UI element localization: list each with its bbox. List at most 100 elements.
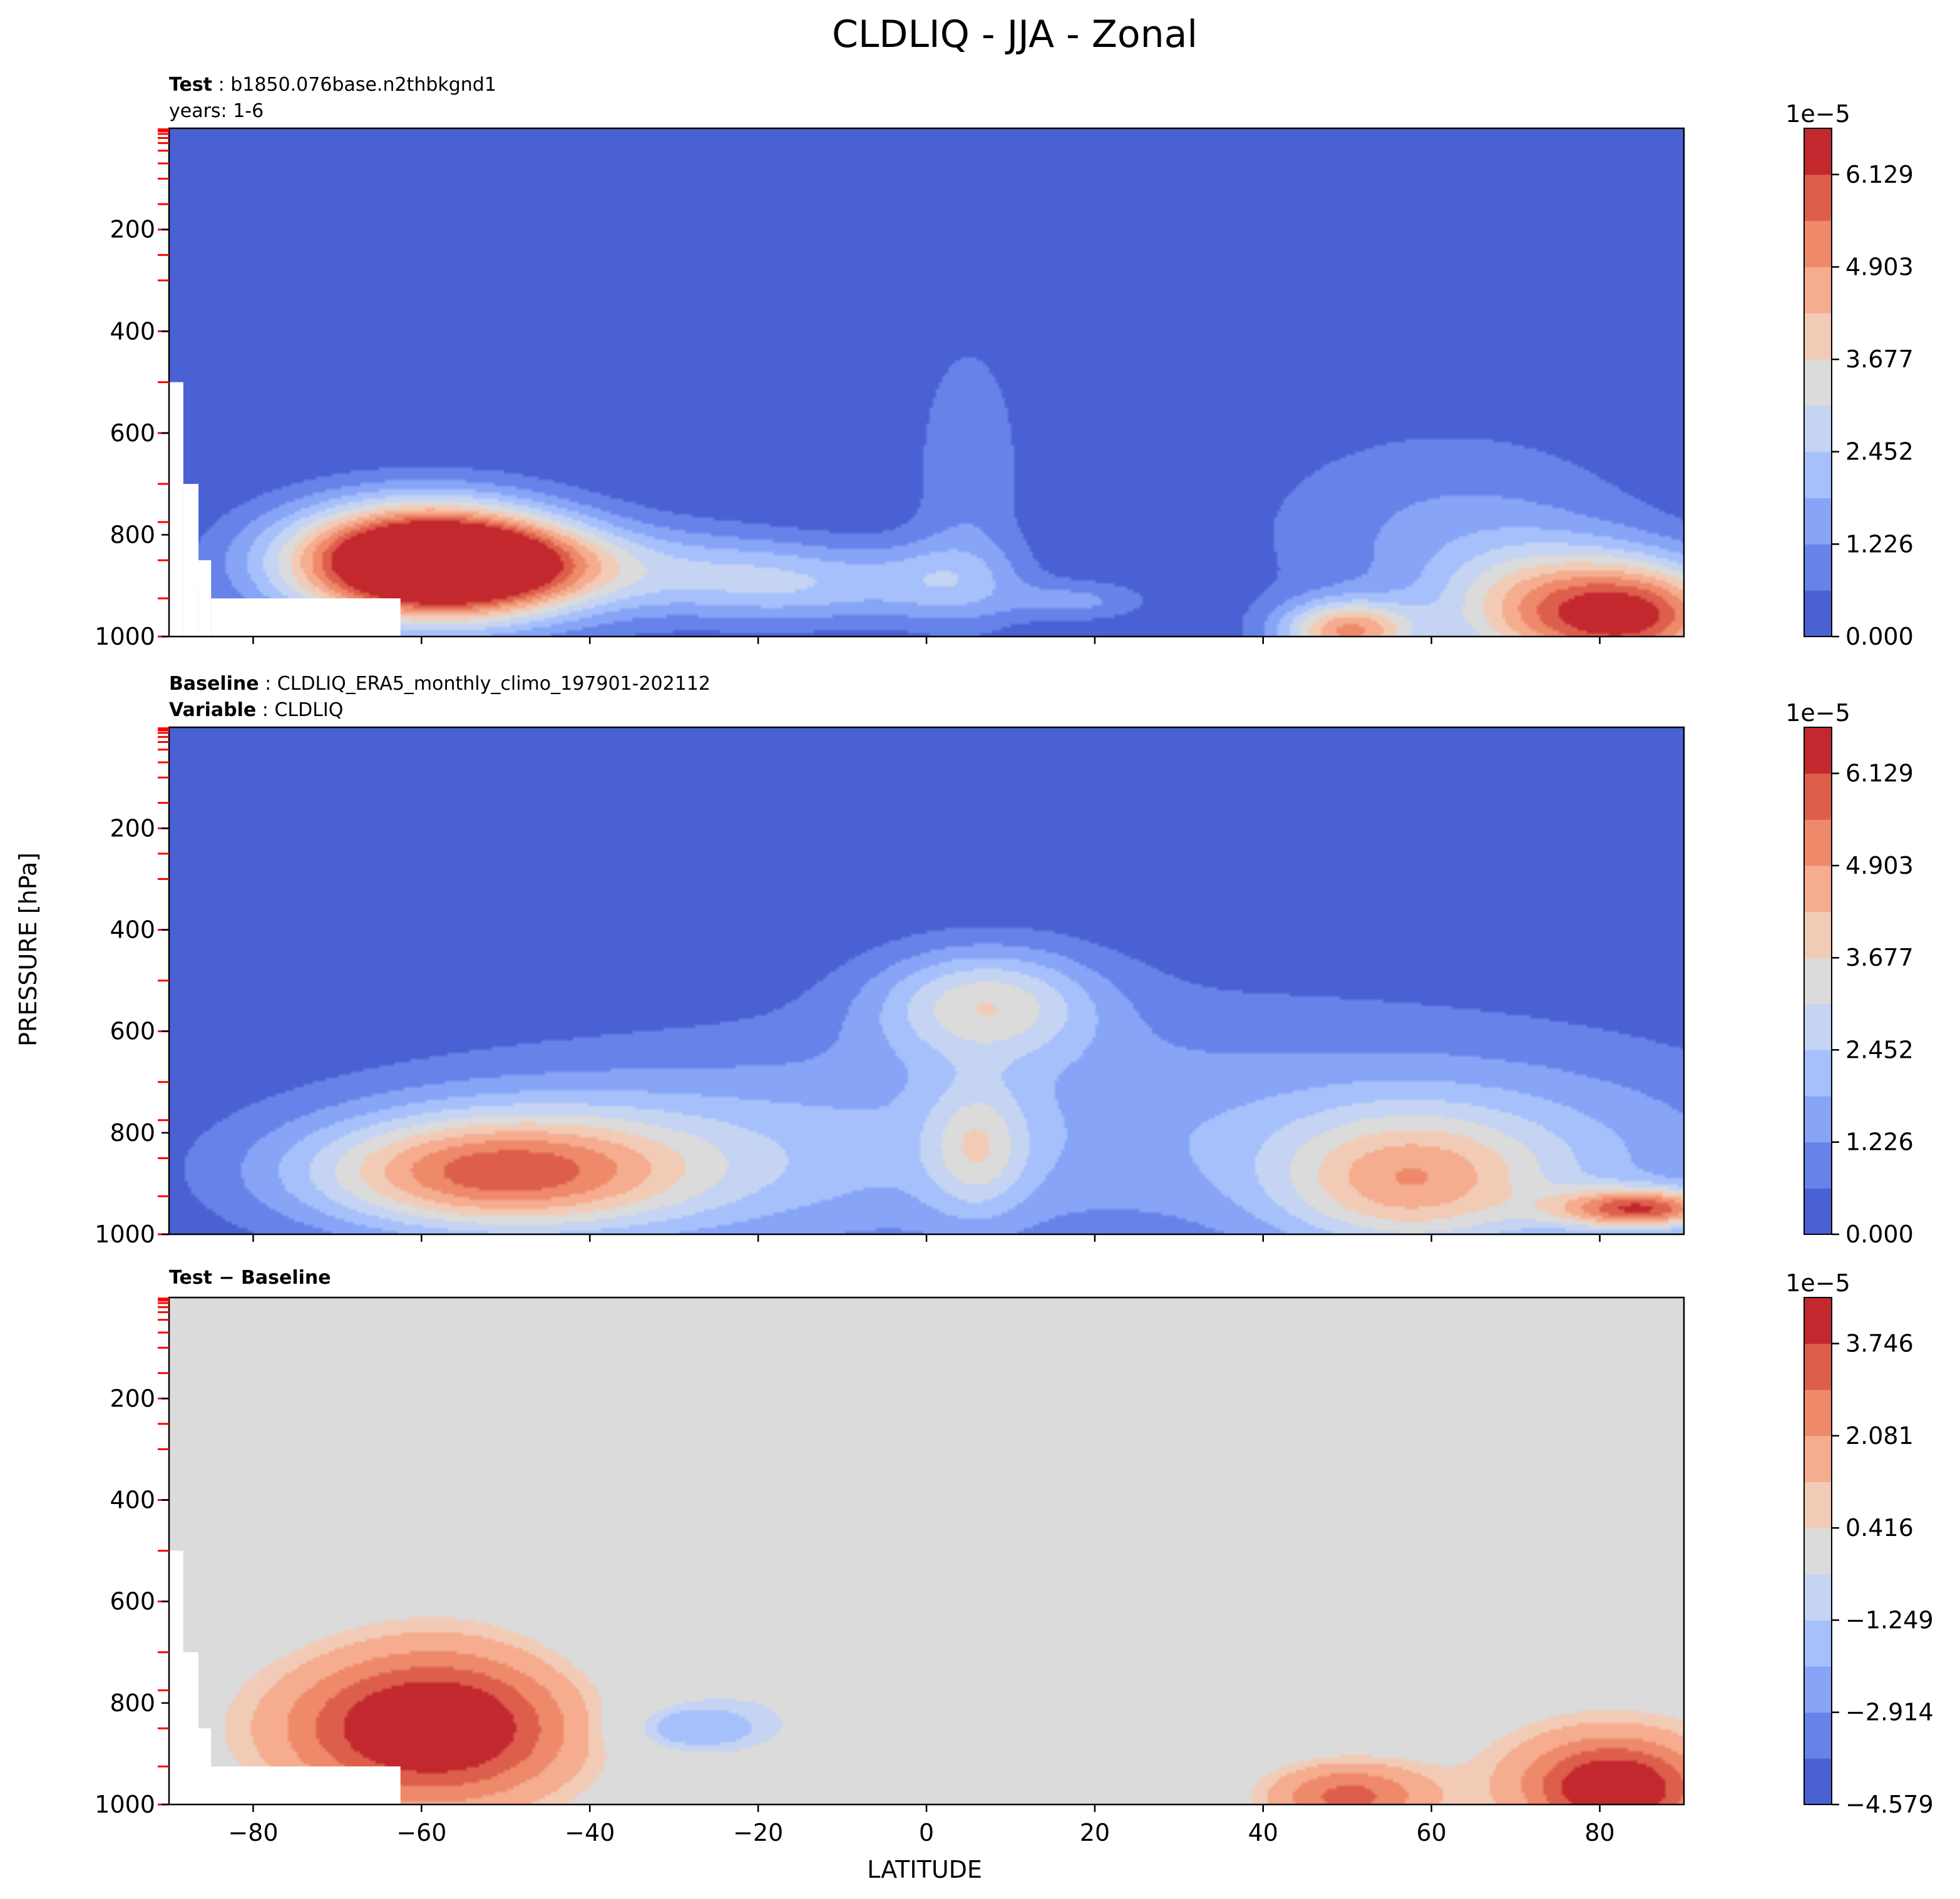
panel-header: Test − Baseline <box>169 1267 331 1289</box>
x-tick-label: 80 <box>1584 1819 1614 1846</box>
colorbar-segment <box>1804 958 1832 1005</box>
colorbar-tick-label: 3.746 <box>1845 1330 1914 1358</box>
colorbar-tick-label: 2.452 <box>1845 438 1914 466</box>
panel-header-line: Variable : CLDLIQ <box>169 699 343 721</box>
colorbar-tick-label: 2.081 <box>1845 1422 1914 1450</box>
colorbar-tick-label: 4.903 <box>1845 253 1914 280</box>
y-tick-label: 800 <box>110 521 155 548</box>
panel-header: Baseline : CLDLIQ_ERA5_monthly_climo_197… <box>169 673 711 721</box>
colorbar-tick-label: 3.677 <box>1845 346 1914 373</box>
colorbar-segment <box>1804 590 1832 637</box>
colorbar-segment <box>1804 1188 1832 1235</box>
colorbar-tick-label: 3.677 <box>1845 944 1914 971</box>
y-tick-label: 1000 <box>95 1791 155 1818</box>
panel-header-text: CLDLIQ <box>274 699 343 721</box>
colorbar-tick-label: 0.000 <box>1845 623 1914 650</box>
y-tick-label: 400 <box>110 317 155 345</box>
y-tick-label: 200 <box>110 216 155 243</box>
panel-baseline: Baseline : CLDLIQ_ERA5_monthly_climo_197… <box>95 673 1914 1248</box>
x-tick-label: −40 <box>565 1819 615 1846</box>
panel-header-label: Test − Baseline <box>169 1267 331 1289</box>
colorbar-tick-label: −1.249 <box>1845 1606 1934 1634</box>
colorbar-segment <box>1804 1712 1832 1759</box>
colorbar-tick-label: 0.416 <box>1845 1514 1914 1542</box>
y-tick-label: 600 <box>110 1018 155 1045</box>
colorbar-segment <box>1804 1390 1832 1436</box>
colorbar-segment <box>1804 1142 1832 1189</box>
x-axis-label: LATITUDE <box>867 1856 982 1883</box>
y-tick-label: 600 <box>110 419 155 447</box>
contour-field <box>169 128 1684 637</box>
y-tick-label: 200 <box>110 1385 155 1412</box>
panel-header-line: Test : b1850.076base.n2thbkgnd1 <box>169 74 496 96</box>
colorbar-segment <box>1804 1482 1832 1528</box>
y-tick-label: 1000 <box>95 1221 155 1248</box>
masked-region <box>183 1652 199 1804</box>
colorbar-segment <box>1804 359 1832 406</box>
colorbar: −4.579 −2.914 −1.249 0.416 2.081 3.746 1e−5 <box>1785 1269 1933 1818</box>
colorbar-segment <box>1804 773 1832 820</box>
colorbar-segment <box>1804 313 1832 360</box>
plot-area <box>169 727 1684 1234</box>
panel-header-separator: : <box>212 74 230 96</box>
colorbar-segment <box>1804 1003 1832 1050</box>
panel-header-label: Variable <box>169 699 256 721</box>
colorbar-segment <box>1804 819 1832 866</box>
panel-header-separator: : <box>259 673 277 695</box>
colorbar-segment <box>1804 174 1832 222</box>
plot-area <box>169 128 1684 637</box>
colorbar-segment <box>1804 1050 1832 1097</box>
colorbar-tick-label: −2.914 <box>1845 1699 1934 1726</box>
colorbar-multiplier: 1e−5 <box>1785 100 1850 128</box>
colorbar-frame <box>1804 727 1832 1235</box>
colorbar-segment <box>1804 865 1832 913</box>
panel-header-line: Test − Baseline <box>169 1267 331 1289</box>
panel-test: Test : b1850.076base.n2thbkgnd1 years: 1-… <box>95 74 1914 650</box>
panel-header-text: CLDLIQ_ERA5_monthly_climo_197901-202112 <box>277 673 711 695</box>
figure-title: CLDLIQ - JJA - Zonal <box>832 13 1198 56</box>
colorbar-segment <box>1804 267 1832 314</box>
colorbar-segment <box>1804 1528 1832 1575</box>
colorbar-segment <box>1804 1758 1832 1805</box>
panel-header-line: years: 1-6 <box>169 100 264 122</box>
colorbar-frame <box>1804 128 1832 637</box>
colorbar: 0.000 1.226 2.452 3.677 4.903 6.129 1e−5 <box>1785 100 1914 650</box>
x-tick-label: −20 <box>733 1819 783 1846</box>
y-tick-label: 400 <box>110 916 155 944</box>
colorbar-tick-label: −4.579 <box>1845 1791 1934 1818</box>
colorbar-segment <box>1804 1666 1832 1713</box>
colorbar-segment <box>1804 220 1832 267</box>
colorbar-segment <box>1804 911 1832 958</box>
colorbar-segment <box>1804 1298 1832 1344</box>
colorbar-tick-label: 6.129 <box>1845 161 1914 188</box>
colorbar-segment <box>1804 498 1832 545</box>
colorbar-segment <box>1804 727 1832 774</box>
x-tick-label: −80 <box>228 1819 278 1846</box>
y-tick-label: 200 <box>110 814 155 842</box>
contour-field <box>169 1298 1684 1804</box>
x-tick-label: 20 <box>1080 1819 1110 1846</box>
panel-header-text: years: 1-6 <box>169 100 264 122</box>
colorbar-segment <box>1804 128 1832 175</box>
colorbar-segment <box>1804 544 1832 591</box>
colorbar-segment <box>1804 405 1832 453</box>
panel-header-text: b1850.076base.n2thbkgnd1 <box>230 74 496 96</box>
masked-region <box>211 1766 401 1804</box>
colorbar-multiplier: 1e−5 <box>1785 1269 1850 1297</box>
colorbar-tick-label: 0.000 <box>1845 1221 1914 1248</box>
y-tick-label: 1000 <box>95 623 155 650</box>
y-tick-label: 800 <box>110 1689 155 1717</box>
colorbar: 0.000 1.226 2.452 3.677 4.903 6.129 1e−5 <box>1785 699 1914 1248</box>
colorbar-segment <box>1804 1574 1832 1620</box>
panel-header-label: Test <box>169 74 212 96</box>
x-tick-label: 40 <box>1248 1819 1278 1846</box>
panel-header-label: Baseline <box>169 673 259 695</box>
colorbar-segment <box>1804 1343 1832 1390</box>
colorbar-tick-label: 4.903 <box>1845 852 1914 879</box>
colorbar-segment <box>1804 1620 1832 1667</box>
masked-region <box>169 1550 183 1804</box>
colorbar-frame <box>1804 1297 1832 1805</box>
x-tick-label: 60 <box>1416 1819 1446 1846</box>
